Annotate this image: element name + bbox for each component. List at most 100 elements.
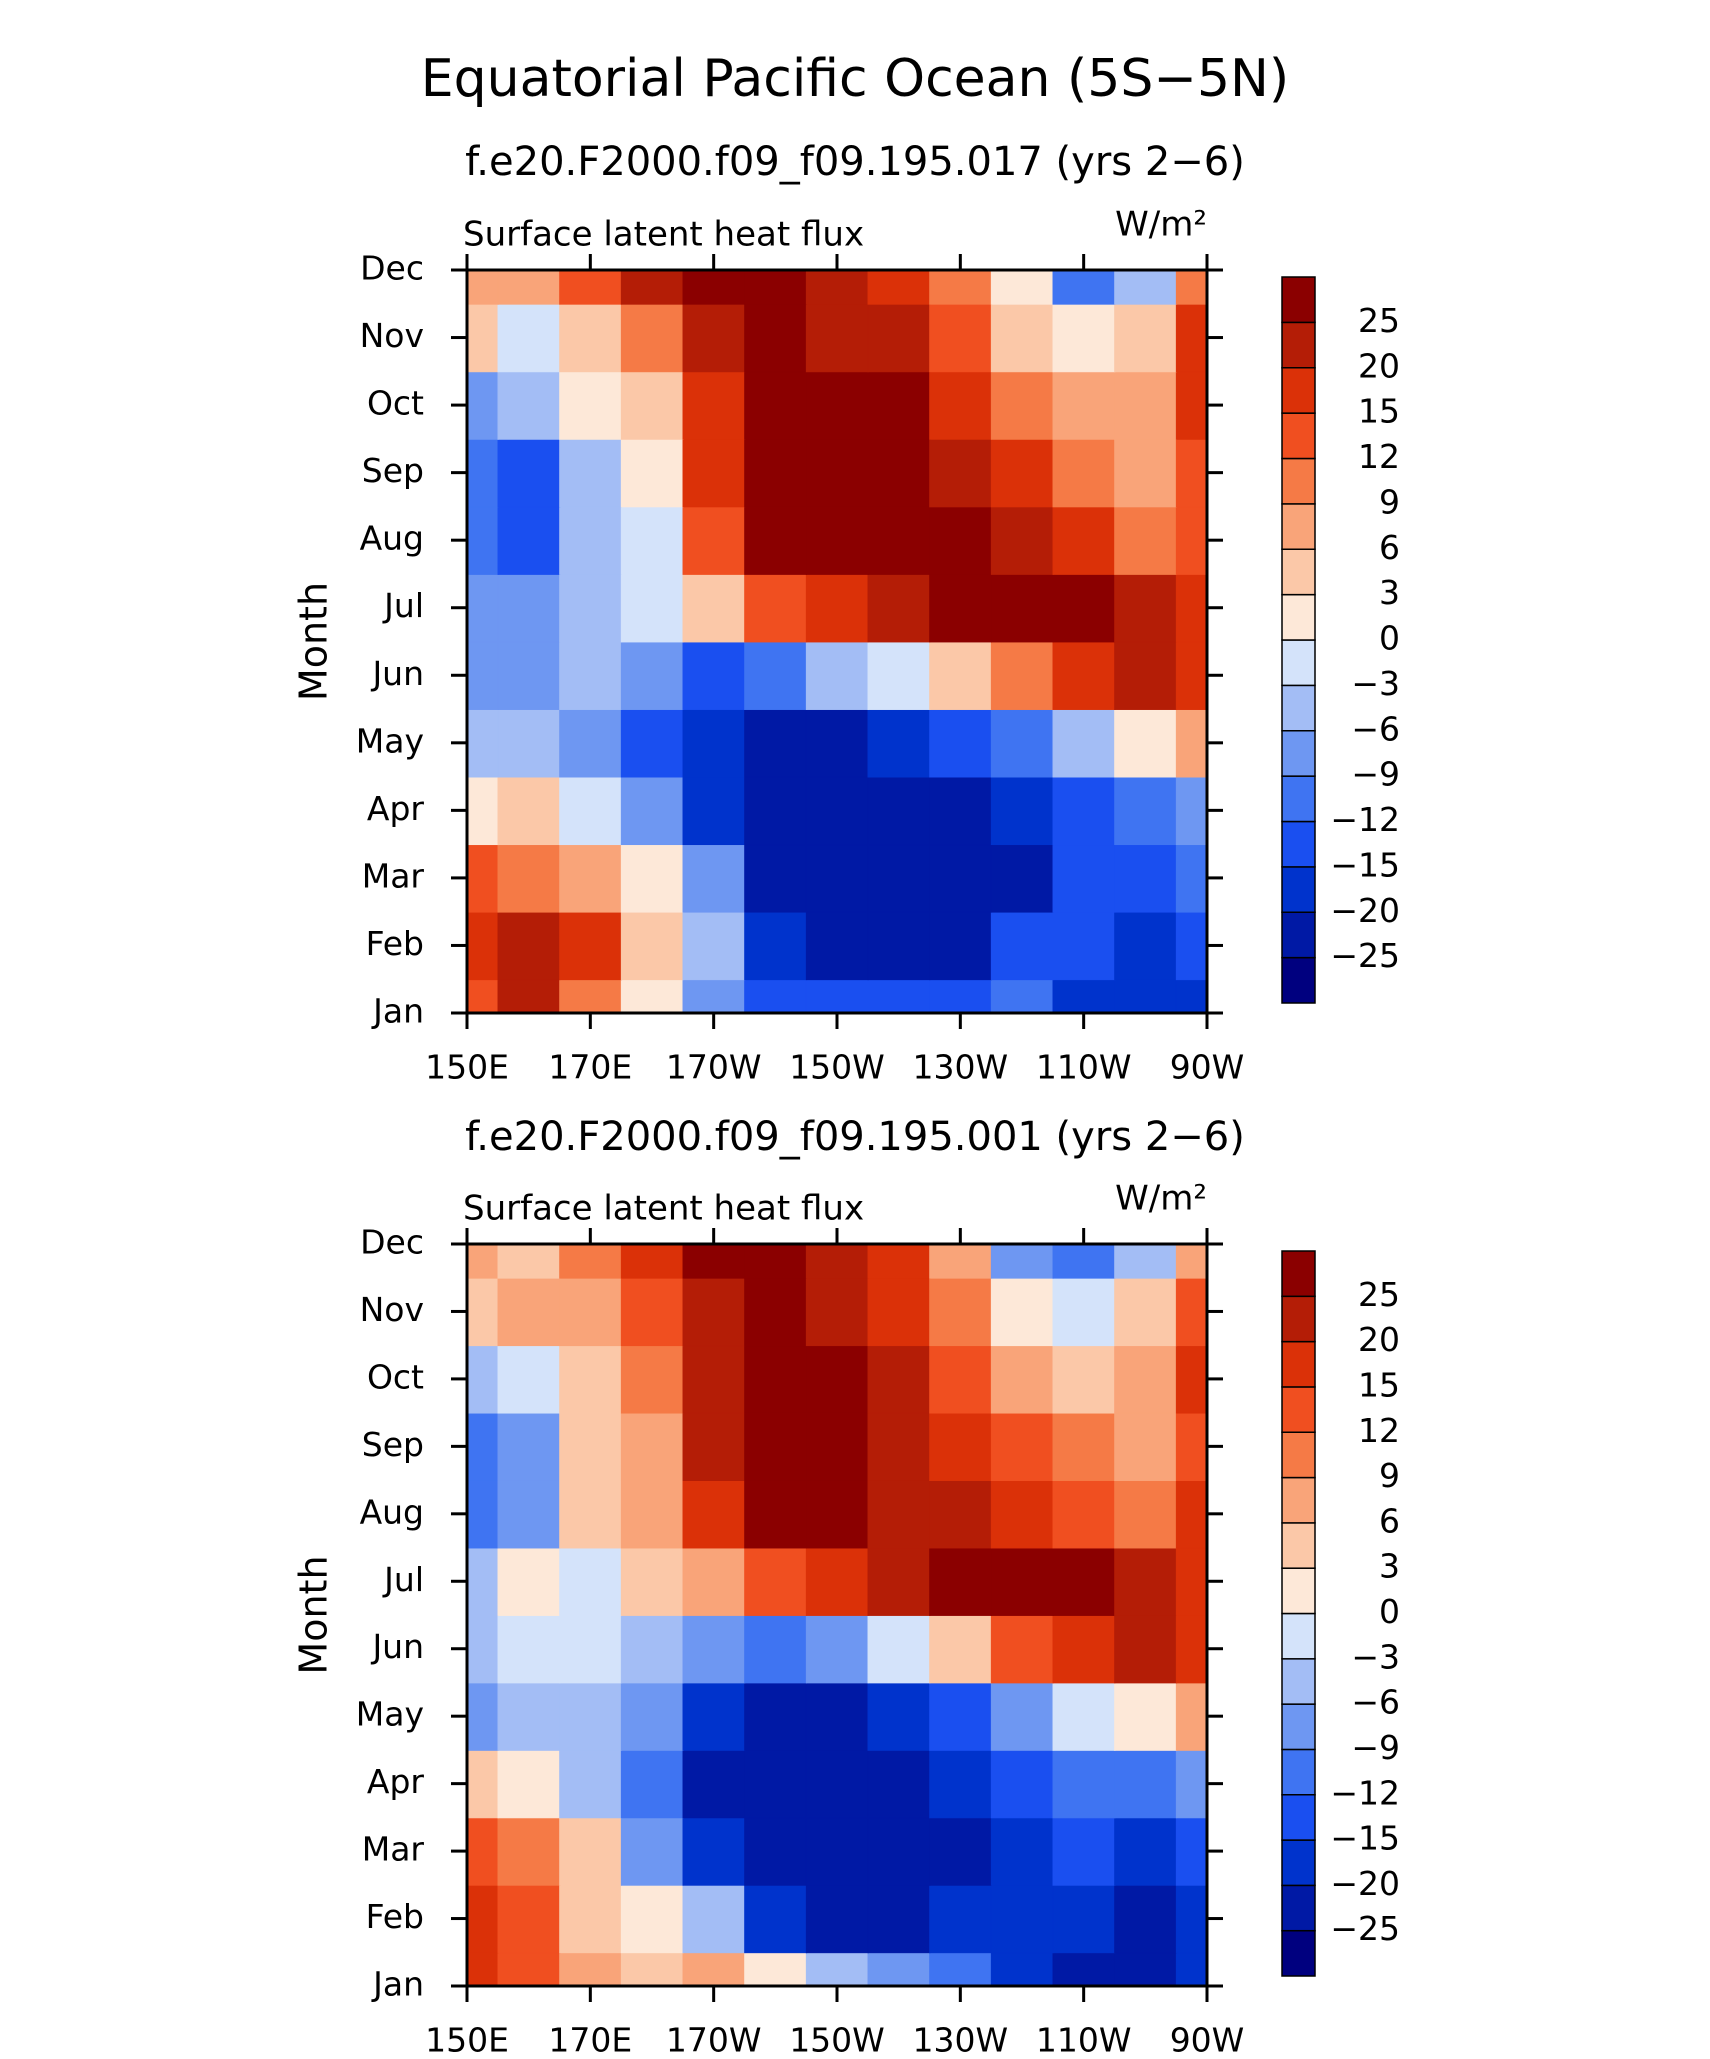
contour-cell <box>805 708 869 778</box>
contour-cell <box>620 1479 684 1549</box>
contour-cell <box>1052 303 1116 373</box>
contour-cell <box>867 1614 931 1684</box>
contour-cell <box>1052 1749 1116 1819</box>
contour-cell <box>682 1243 746 1279</box>
colorbar-label: −9 <box>1351 755 1400 794</box>
contour-cell <box>990 1817 1054 1886</box>
contour-cell <box>1052 708 1116 778</box>
contour-cell <box>1114 438 1178 508</box>
contour-cell <box>929 708 993 778</box>
contour-cell <box>1175 776 1208 846</box>
colorbar-box <box>1281 1476 1316 1524</box>
colorbar-label: 20 <box>1358 346 1400 385</box>
contour-cell <box>1052 1951 1116 1987</box>
contour-cell <box>497 1682 561 1751</box>
contour-cell <box>744 1547 808 1616</box>
y-tick-label: Oct <box>367 384 424 423</box>
contour-cell <box>497 1412 561 1481</box>
contour-cell <box>466 1749 499 1819</box>
contour-cell <box>682 1547 746 1616</box>
contour-field <box>466 1243 1208 1987</box>
contour-cell <box>559 269 623 305</box>
contour-cell <box>805 1614 869 1684</box>
contour-cell <box>1114 1277 1178 1347</box>
contour-cell <box>805 1412 869 1481</box>
contour-cell <box>805 843 869 913</box>
contour-cell <box>867 978 931 1014</box>
contour-cell <box>682 1884 746 1954</box>
contour-cell <box>497 303 561 373</box>
contour-cell <box>1175 573 1208 643</box>
contour-cell <box>744 1682 808 1751</box>
contour-field <box>466 269 1208 1014</box>
contour-cell <box>559 1749 623 1819</box>
contour-cell <box>1052 438 1116 508</box>
contour-cell <box>1175 1749 1208 1819</box>
y-tick-label: Dec <box>360 249 424 288</box>
contour-cell <box>805 1344 869 1414</box>
contour-cell <box>929 641 993 710</box>
y-tick-label: Mar <box>362 1830 425 1869</box>
contour-cell <box>929 843 993 913</box>
colorbar-label: −15 <box>1330 1819 1400 1858</box>
contour-cell <box>559 1884 623 1954</box>
y-tick-label: Oct <box>367 1357 424 1396</box>
contour-cell <box>682 641 746 710</box>
colorbar-label: 15 <box>1358 392 1400 431</box>
contour-cell <box>744 371 808 440</box>
colorbar-box <box>1281 1522 1316 1569</box>
contour-cell <box>867 506 931 575</box>
contour-cell <box>559 573 623 643</box>
contour-cell <box>1052 1344 1116 1414</box>
contour-cell <box>744 573 808 643</box>
contour-cell <box>990 269 1054 305</box>
contour-cell <box>1114 1614 1178 1684</box>
contour-cell <box>559 641 623 710</box>
contour-cell <box>620 708 684 778</box>
colorbar-label: −12 <box>1330 1773 1400 1812</box>
colorbar-box <box>1281 412 1316 460</box>
contour-cell <box>929 1817 993 1886</box>
y-tick-label: Jan <box>371 992 424 1031</box>
y-axis-label: Month <box>292 582 336 701</box>
colorbar-label: 20 <box>1358 1320 1400 1359</box>
contour-cell <box>1052 1243 1116 1279</box>
contour-cell <box>990 641 1054 710</box>
contour-cell <box>466 708 499 778</box>
contour-cell <box>1114 641 1178 710</box>
y-tick-label: Jul <box>382 1560 424 1599</box>
y-tick-label: Apr <box>367 1762 425 1801</box>
contour-cell <box>1114 1817 1178 1886</box>
contour-cell <box>1175 1884 1208 1954</box>
contour-cell <box>744 1749 808 1819</box>
y-tick-label: Nov <box>360 316 424 355</box>
x-tick-label: 150E <box>425 1048 509 1087</box>
contour-cell <box>682 371 746 440</box>
contour-cell <box>1052 641 1116 710</box>
contour-cell <box>744 303 808 373</box>
contour-cell <box>497 978 561 1014</box>
contour-cell <box>466 1951 499 1987</box>
x-tick-label: 110W <box>1036 2021 1132 2059</box>
contour-cell <box>990 708 1054 778</box>
colorbar-label: 25 <box>1358 301 1400 340</box>
contour-cell <box>682 1682 746 1751</box>
colorbar-label: 9 <box>1379 1456 1400 1495</box>
colorbar-box <box>1281 1703 1316 1751</box>
contour-cell <box>744 1277 808 1347</box>
contour-cell <box>559 506 623 575</box>
colorbar-box <box>1281 1929 1316 1977</box>
contour-cell <box>1175 978 1208 1014</box>
contour-cell <box>867 911 931 981</box>
contour-cell <box>867 843 931 913</box>
contour-cell <box>929 1547 993 1616</box>
contour-cell <box>867 1749 931 1819</box>
contour-cell <box>497 776 561 846</box>
contour-cell <box>1052 978 1116 1014</box>
contour-cell <box>1175 1479 1208 1549</box>
contour-cell <box>867 371 931 440</box>
contour-cell <box>1175 1412 1208 1481</box>
colorbar-label: −3 <box>1351 1637 1400 1676</box>
contour-cell <box>466 506 499 575</box>
contour-cell <box>620 506 684 575</box>
